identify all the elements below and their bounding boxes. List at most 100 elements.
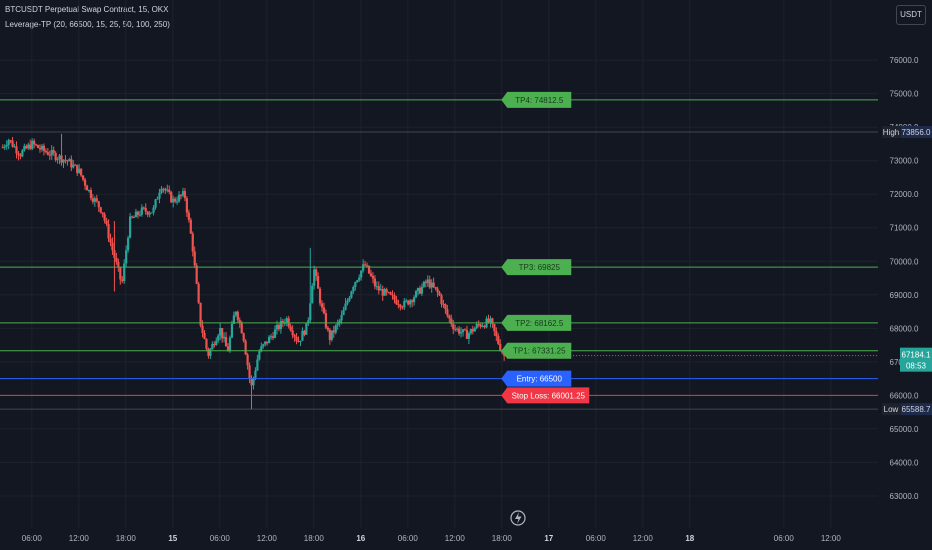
price-axis[interactable]: 63000.064000.065000.066000.067000.068000… xyxy=(882,56,932,501)
candle-body xyxy=(491,318,494,325)
candle-body xyxy=(80,168,83,176)
candle-body xyxy=(62,159,65,163)
price-tick-label: 64000.0 xyxy=(890,458,919,467)
time-tick-label: 12:00 xyxy=(69,534,90,543)
candle xyxy=(34,143,38,147)
candle xyxy=(373,274,376,290)
candle-body xyxy=(187,212,190,220)
time-tick-label: 18:00 xyxy=(492,534,513,543)
candle xyxy=(199,302,202,328)
candle-body xyxy=(89,190,93,199)
candle-body xyxy=(1,147,4,149)
candle-body xyxy=(479,324,482,327)
candle-body xyxy=(397,304,400,306)
candle-body xyxy=(365,265,369,267)
candle-body xyxy=(81,175,85,180)
candle xyxy=(191,231,194,257)
candle-body xyxy=(281,320,284,324)
candle-body xyxy=(452,324,455,330)
candle-body xyxy=(115,257,118,262)
time-tick-label: 18:00 xyxy=(304,534,325,543)
candle xyxy=(13,143,16,148)
candle xyxy=(195,263,198,285)
candle-body xyxy=(134,211,138,218)
candle xyxy=(97,200,100,212)
candle-body xyxy=(348,297,351,301)
candle xyxy=(287,315,290,329)
candle xyxy=(31,138,34,151)
candle xyxy=(187,209,190,223)
candle-body xyxy=(299,340,302,342)
candle xyxy=(52,146,55,156)
candle-body xyxy=(428,279,431,288)
candle-body xyxy=(34,144,38,146)
candle-body xyxy=(224,336,228,347)
candle-body xyxy=(301,330,304,341)
indicator-legend[interactable]: Leverage-TP (20, 66500, 15, 25, 50, 100,… xyxy=(5,20,170,29)
candle-body xyxy=(336,322,339,326)
candle-body xyxy=(160,188,163,193)
candle-body xyxy=(252,377,255,386)
candle-body xyxy=(385,289,388,293)
candle xyxy=(318,286,322,307)
candle xyxy=(279,317,282,334)
candle xyxy=(303,329,306,337)
candle-body xyxy=(305,322,308,335)
candle xyxy=(418,285,422,295)
candle-body xyxy=(31,140,34,149)
candle xyxy=(487,314,490,324)
candle xyxy=(70,155,73,172)
candle xyxy=(454,324,457,332)
candle-body xyxy=(434,286,437,289)
chart-title: BTCUSDT Perpetual Swap Contract, 15, OKX xyxy=(5,5,169,14)
candle-body xyxy=(127,237,130,251)
level-label-box xyxy=(501,387,590,404)
candle xyxy=(3,144,6,151)
candle-body xyxy=(254,370,257,378)
candle-body xyxy=(448,315,451,319)
candle-body xyxy=(315,269,318,277)
candle xyxy=(250,375,253,410)
candle-body xyxy=(183,191,187,199)
candle xyxy=(483,324,486,329)
candle xyxy=(66,159,69,166)
tradingview-logo-icon[interactable] xyxy=(510,510,526,526)
candle xyxy=(459,327,463,338)
candle-body xyxy=(74,164,77,166)
candle-body xyxy=(17,153,20,156)
candle-body xyxy=(15,146,18,154)
candle xyxy=(334,324,337,335)
candle xyxy=(209,348,212,360)
candle xyxy=(446,304,449,318)
currency-button[interactable]: USDT xyxy=(896,5,926,25)
candle xyxy=(424,279,427,288)
candle xyxy=(7,138,10,150)
candle xyxy=(465,325,469,340)
candle-body xyxy=(170,192,173,203)
candle-body xyxy=(246,354,249,366)
candle xyxy=(301,327,304,341)
candle-body xyxy=(389,292,392,295)
candle xyxy=(375,281,378,291)
candle xyxy=(226,343,230,352)
candle xyxy=(60,133,63,166)
candle xyxy=(305,322,308,335)
candle xyxy=(387,291,390,294)
candle-body xyxy=(119,267,122,280)
candle-body xyxy=(181,191,185,196)
candle-body xyxy=(459,332,463,334)
candle-body xyxy=(258,351,261,360)
candle-body xyxy=(367,265,371,274)
candle-body xyxy=(412,297,416,303)
candle xyxy=(299,340,302,346)
candle xyxy=(221,327,224,343)
time-axis[interactable]: 06:00 12:00 18:00 15 06:00 12:00 18:00 16 06:00 1… xyxy=(22,534,842,543)
candle-body xyxy=(222,336,226,339)
candle-body xyxy=(344,303,347,310)
candle xyxy=(426,275,429,287)
candle-body xyxy=(205,339,208,349)
candle xyxy=(295,333,298,345)
candle xyxy=(246,352,249,370)
candle xyxy=(128,212,132,239)
